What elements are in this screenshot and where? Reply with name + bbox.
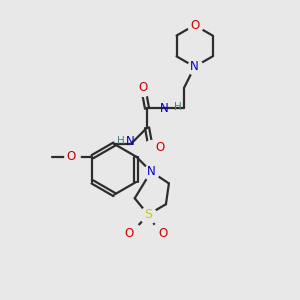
Text: N: N bbox=[190, 60, 199, 73]
Text: N: N bbox=[126, 135, 135, 148]
Text: O: O bbox=[124, 227, 134, 240]
Text: N: N bbox=[147, 165, 155, 178]
Text: O: O bbox=[190, 19, 199, 32]
Text: H: H bbox=[117, 136, 125, 146]
Text: O: O bbox=[139, 81, 148, 94]
Text: O: O bbox=[158, 227, 168, 240]
Text: H: H bbox=[174, 102, 182, 112]
Text: N: N bbox=[160, 102, 168, 115]
Text: O: O bbox=[67, 150, 76, 163]
Text: O: O bbox=[155, 140, 165, 154]
Text: S: S bbox=[144, 208, 152, 221]
